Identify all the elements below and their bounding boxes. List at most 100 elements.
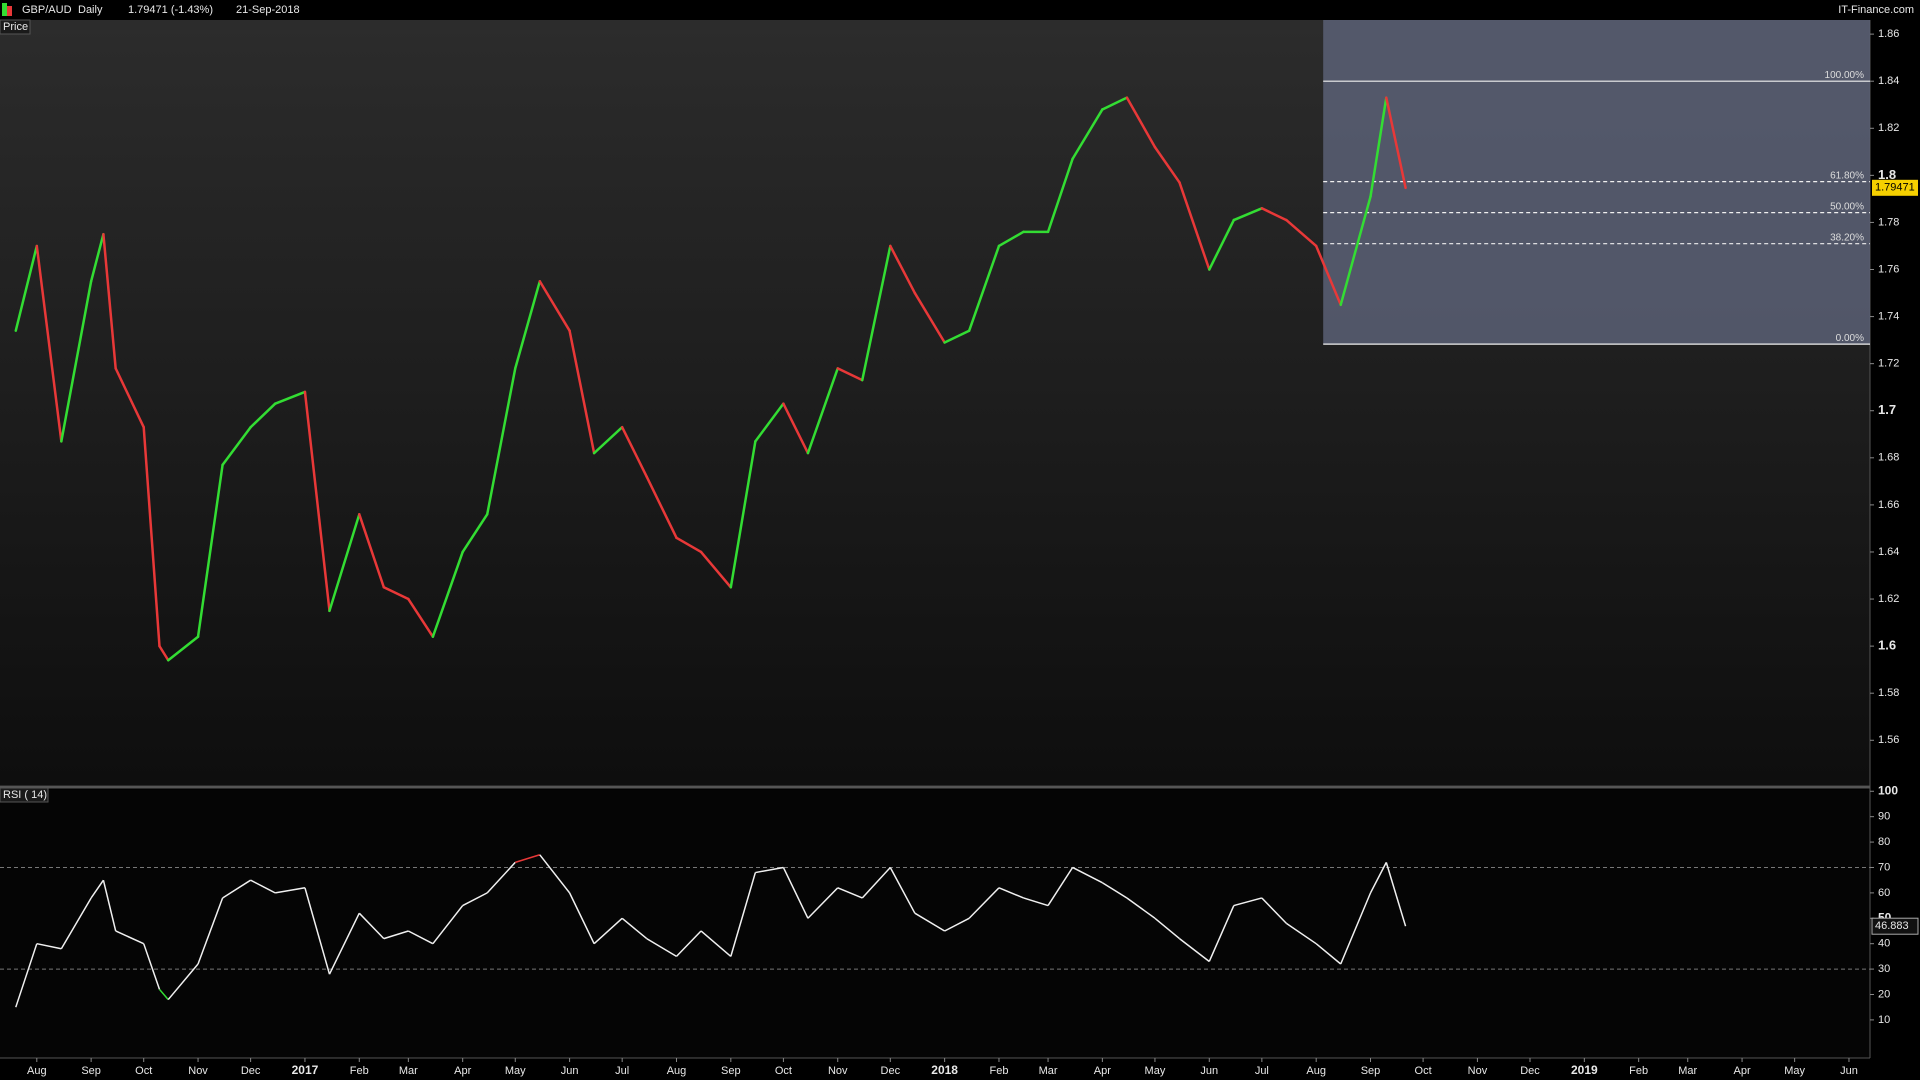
x-tick-label: Mar <box>1039 1065 1058 1077</box>
rsi-segment <box>646 937 677 958</box>
rsi-segment <box>1154 917 1180 940</box>
price-segment <box>782 402 810 455</box>
price-segment <box>382 586 410 601</box>
x-tick-label: Feb <box>1629 1065 1648 1077</box>
price-segment <box>889 244 917 295</box>
rsi-segment <box>621 917 648 940</box>
last-rsi-box <box>1871 917 1919 935</box>
rsi-segment <box>143 943 161 990</box>
rsi-segment <box>115 930 145 945</box>
rsi-segment <box>304 887 331 975</box>
rsi-segment <box>914 912 946 932</box>
rsi-segment <box>968 887 1000 919</box>
price-segment <box>158 644 170 662</box>
price-segment <box>1260 207 1288 222</box>
price-segment <box>1369 96 1388 198</box>
price-segment <box>328 513 361 613</box>
x-tick-label: Feb <box>989 1065 1008 1077</box>
price-segment <box>913 291 946 344</box>
rsi-segment <box>167 963 199 1001</box>
x-tick-label: Sep <box>1361 1065 1381 1077</box>
x-tick-label: Aug <box>1306 1065 1326 1077</box>
rsi-segment <box>102 880 117 932</box>
rsi-segment <box>515 854 541 864</box>
rsi-segment <box>1315 943 1342 965</box>
price-segment <box>861 244 892 382</box>
rsi-tick-label: 100 <box>1878 783 1898 797</box>
rsi-segment <box>1126 897 1156 919</box>
rsi-tick-label: 20 <box>1878 988 1890 1000</box>
quote: 1.79471 (-1.43%) <box>128 4 213 16</box>
rsi-segment <box>383 930 409 940</box>
rsi-segment <box>1047 867 1074 906</box>
rsi-segment <box>730 872 757 957</box>
y-tick-label: 1.82 <box>1878 122 1899 134</box>
price-segment <box>1125 96 1157 149</box>
interval: Daily <box>78 4 103 16</box>
rsi-segment <box>60 897 92 950</box>
rsi-segment <box>1261 897 1287 924</box>
rsi-tick-label: 40 <box>1878 938 1890 950</box>
price-segment <box>1178 181 1211 271</box>
price-segment <box>645 475 678 540</box>
rsi-segment <box>1208 905 1235 962</box>
symbol: GBP/AUD <box>22 4 72 16</box>
y-tick-label: 1.72 <box>1878 358 1899 370</box>
rsi-segment <box>889 867 916 914</box>
header-bar <box>0 0 1920 20</box>
last-rsi-label: 46.883 <box>1875 920 1909 932</box>
price-segment <box>729 440 757 589</box>
x-tick-label: Feb <box>350 1065 369 1077</box>
x-tick-label: Aug <box>667 1065 687 1077</box>
last-price-box <box>1872 179 1918 196</box>
price-segment <box>1101 96 1129 111</box>
x-tick-label: Aug <box>27 1065 47 1077</box>
price-segment <box>142 425 161 648</box>
x-tick-label: May <box>505 1065 526 1077</box>
x-tick-label: 2019 <box>1571 1063 1598 1077</box>
x-tick-label: Dec <box>1520 1065 1540 1077</box>
price-segment <box>102 232 117 370</box>
x-tick-label: Sep <box>81 1065 101 1077</box>
rsi-panel-title: RSI ( 14) <box>3 789 47 801</box>
x-tick-label: May <box>1145 1065 1166 1077</box>
price-segment <box>14 244 39 332</box>
price-segment <box>1285 218 1318 248</box>
y-tick-label: 1.86 <box>1878 28 1899 40</box>
price-segment <box>675 536 703 554</box>
price-segment <box>303 390 331 613</box>
price-segment <box>1071 108 1104 161</box>
rsi-segment <box>1179 938 1210 963</box>
x-tick-label: Sep <box>721 1065 741 1077</box>
price-segment <box>485 367 517 516</box>
x-tick-label: Apr <box>1094 1065 1111 1077</box>
rsi-segment <box>90 879 105 899</box>
rsi-tick-label: 10 <box>1878 1014 1890 1026</box>
rsi-segment <box>432 905 464 945</box>
x-tick-label: Jun <box>561 1065 579 1077</box>
price-segment <box>1208 218 1236 271</box>
y-tick-label: 1.56 <box>1878 734 1899 746</box>
price-segment <box>1339 195 1372 307</box>
price-segment <box>89 232 105 283</box>
price-segment <box>1153 145 1181 184</box>
rsi-tick-label: 90 <box>1878 811 1890 823</box>
y-tick-label: 1.78 <box>1878 216 1899 228</box>
price-segment <box>967 244 1001 332</box>
price-segment <box>1314 244 1342 307</box>
rsi-segment <box>15 943 38 1008</box>
price-segment <box>568 329 596 455</box>
x-tick-label: Mar <box>1678 1065 1697 1077</box>
brand: IT-Finance.com <box>1838 4 1914 16</box>
y-tick-label: 1.8 <box>1878 167 1896 182</box>
x-tick-label: 2018 <box>931 1063 958 1077</box>
price-segment <box>221 425 252 467</box>
fib-label: 0.00% <box>1836 333 1864 344</box>
price-segment <box>249 402 277 429</box>
rsi-segment <box>328 912 360 975</box>
rsi-segment <box>275 887 306 894</box>
rsi-segment <box>861 866 891 899</box>
rsi-segment <box>998 887 1024 899</box>
x-tick-label: Oct <box>775 1065 792 1077</box>
